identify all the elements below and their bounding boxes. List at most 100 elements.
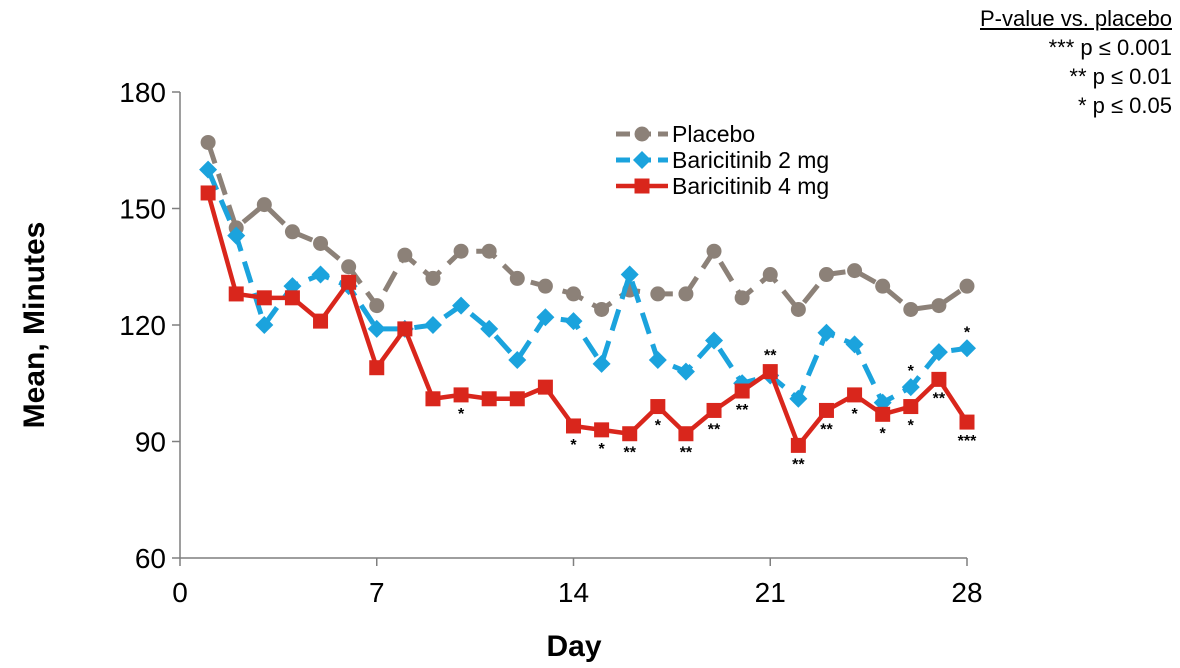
significance-marker: ** (792, 456, 805, 473)
significance-marker: * (880, 425, 887, 442)
data-point (256, 197, 272, 213)
data-point (423, 316, 442, 334)
data-point (227, 226, 246, 245)
series-placebo (200, 134, 975, 317)
data-point (818, 267, 834, 283)
data-point (200, 134, 216, 150)
data-point (790, 301, 806, 317)
legend-label: Baricitinib 2 mg (672, 147, 829, 173)
data-point (734, 290, 750, 306)
p-value-key: P-value vs. placebo *** p ≤ 0.001 ** p ≤… (980, 4, 1172, 120)
data-point (845, 335, 864, 354)
data-point (929, 343, 948, 362)
data-point (367, 319, 386, 338)
x-axis-title: Day (546, 630, 601, 663)
series-layer (199, 134, 976, 453)
data-point (931, 371, 947, 387)
y-tick-label: 180 (119, 77, 166, 108)
data-point (256, 290, 272, 306)
legend-item: Placebo (616, 121, 755, 147)
data-point (594, 422, 610, 438)
data-point (537, 379, 553, 395)
data-point (284, 290, 300, 306)
data-point (762, 364, 778, 380)
data-point (762, 267, 778, 283)
data-point (200, 185, 216, 201)
significance-marker: * (655, 418, 662, 435)
data-point (341, 259, 357, 275)
significance-marker: ** (680, 445, 693, 462)
data-point (650, 286, 666, 302)
data-point (817, 323, 836, 342)
data-point (480, 319, 499, 338)
series-line (205, 168, 968, 406)
data-point (311, 265, 330, 284)
data-point (903, 399, 919, 415)
data-point (592, 354, 611, 373)
y-tick-label: 120 (119, 310, 166, 341)
data-point (789, 389, 808, 408)
y-tick-label: 90 (135, 427, 166, 458)
data-point (369, 298, 385, 314)
data-point (818, 402, 834, 418)
data-point (705, 331, 724, 350)
p-value-key-line: ** p ≤ 0.01 (1069, 64, 1172, 89)
data-point (706, 243, 722, 259)
data-point (706, 402, 722, 418)
data-point (481, 391, 497, 407)
data-point (847, 263, 863, 279)
data-point (903, 301, 919, 317)
data-point (620, 265, 639, 284)
data-point (509, 270, 525, 286)
data-point (875, 278, 891, 294)
p-value-key-title: P-value vs. placebo (980, 6, 1172, 31)
data-point (397, 247, 413, 263)
significance-annotations: ** * ************************* (458, 324, 977, 473)
data-point (566, 418, 581, 434)
y-tick-label: 150 (119, 194, 166, 225)
data-point (650, 399, 666, 415)
legend-label: Baricitinib 4 mg (672, 173, 829, 199)
data-point (453, 243, 469, 259)
data-point (790, 437, 806, 453)
data-point (564, 312, 583, 331)
data-point (931, 298, 947, 314)
legend-swatch-marker (634, 126, 650, 142)
data-point (678, 426, 694, 442)
p-value-key-line: * p ≤ 0.05 (1077, 93, 1172, 118)
data-point (284, 224, 300, 240)
significance-marker: * (964, 324, 971, 341)
series-baricitinib-4-mg (200, 185, 975, 453)
data-point (648, 350, 667, 369)
data-point (453, 387, 469, 403)
legend-item: Baricitinib 4 mg (616, 173, 829, 199)
data-point (397, 321, 413, 337)
data-point (452, 296, 471, 315)
data-point (509, 391, 525, 407)
significance-marker: * (908, 363, 915, 380)
significance-marker: * (570, 437, 577, 454)
legend-item: Baricitinib 2 mg (616, 147, 829, 173)
data-point (536, 308, 555, 327)
significance-marker: * (851, 406, 858, 423)
x-tick-label: 0 (172, 577, 188, 608)
series-baricitinib-2-mg (199, 160, 976, 412)
significance-marker: ** (736, 402, 749, 419)
data-point (255, 316, 274, 334)
significance-marker: ** (820, 421, 833, 438)
data-point (341, 274, 357, 290)
data-point (622, 426, 638, 442)
significance-marker: ** (623, 445, 636, 462)
significance-marker: ** (933, 390, 946, 407)
data-point (676, 362, 695, 381)
legend-swatch-marker (633, 151, 651, 169)
data-point (228, 286, 244, 302)
data-point (594, 301, 610, 317)
data-point (734, 383, 750, 399)
data-point (199, 160, 218, 179)
significance-marker: * (458, 406, 465, 423)
significance-marker: *** (958, 433, 977, 450)
y-tick-label: 60 (135, 543, 166, 574)
data-point (369, 360, 385, 376)
